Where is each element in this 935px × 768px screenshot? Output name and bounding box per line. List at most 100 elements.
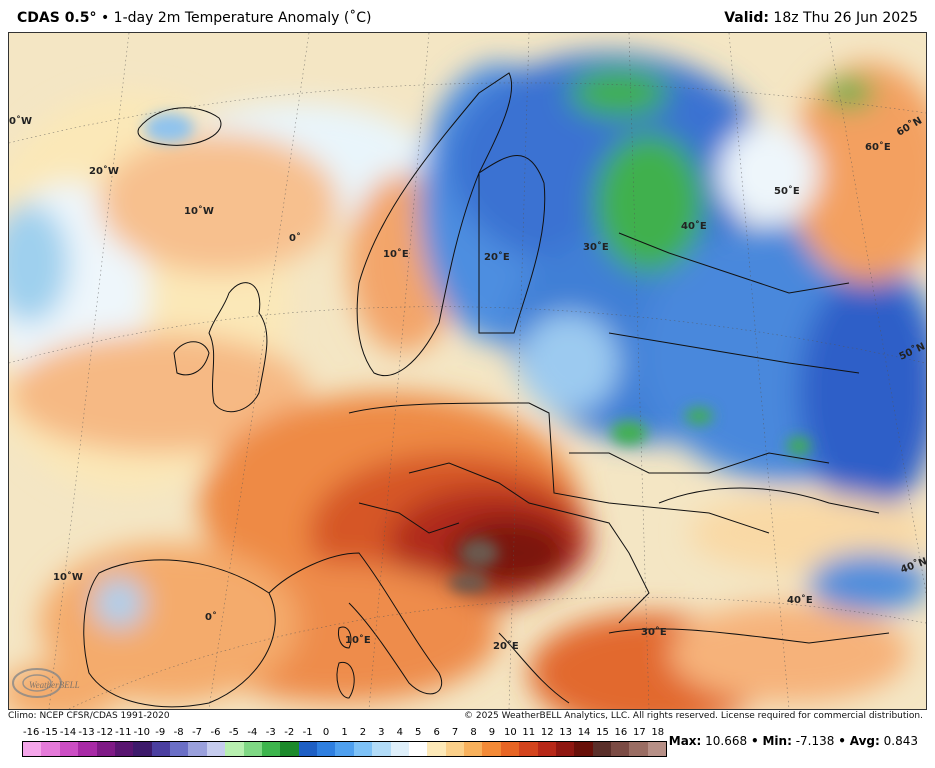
colorbar-label: -15: [41, 727, 58, 738]
valid-label: Valid:: [724, 10, 769, 26]
colorbar-swatch: [335, 742, 354, 756]
colorbar-swatch: [519, 742, 538, 756]
grid-label: 40˚E: [681, 220, 707, 232]
colorbar-swatch: [427, 742, 446, 756]
model-name: CDAS 0.5: [17, 10, 90, 26]
grid-label: 60˚E: [865, 141, 891, 153]
stats-separator: •: [838, 734, 846, 748]
grid-label: 10˚E: [345, 634, 371, 646]
colorbar-label: 18: [651, 727, 665, 738]
colorbar-label: -4: [247, 727, 258, 738]
colorbar-label: 5: [415, 727, 422, 738]
avg-label: Avg:: [849, 734, 880, 748]
colorbar-swatch: [280, 742, 299, 756]
grid-label: 0˚: [289, 232, 301, 244]
title-separator: •: [100, 10, 110, 26]
colorbar-label: -16: [23, 727, 40, 738]
degree-symbol: °: [89, 10, 97, 26]
logo-text: WeatherBELL: [29, 680, 80, 690]
colorbar-label: -5: [228, 727, 239, 738]
colorbar-swatch: [629, 742, 648, 756]
map-title: CDAS 0.5° • 1-day 2m Temperature Anomaly…: [17, 10, 372, 26]
colorbar-label: -6: [210, 727, 221, 738]
colorbar-label: 10: [503, 727, 517, 738]
grid-label: 20˚E: [493, 640, 519, 652]
grid-label: 0˚: [205, 611, 217, 623]
colorbar-label: 4: [396, 727, 403, 738]
stats-separator: •: [750, 734, 759, 748]
colorbar-label: -3: [265, 727, 276, 738]
weatherbell-logo: WeatherBELL: [12, 668, 80, 698]
valid-value: 18z Thu 26 Jun 2025: [773, 10, 918, 26]
grid-label: 40˚E: [787, 594, 813, 606]
colorbar-label: 13: [559, 727, 573, 738]
header: CDAS 0.5° • 1-day 2m Temperature Anomaly…: [0, 0, 935, 32]
colorbar-swatch: [592, 742, 611, 756]
climo-note: Climo: NCEP CFSR/CDAS 1991-2020: [8, 711, 170, 721]
max-label: Max:: [668, 734, 702, 748]
colorbar-swatch: [243, 742, 262, 756]
grid-label: 0˚W: [9, 115, 32, 127]
stats-summary: Max: 10.668 • Min: -7.138 • Avg: 0.843: [669, 734, 918, 748]
colorbar-label: -10: [133, 727, 150, 738]
grid-label: 20˚W: [89, 165, 119, 177]
min-value: -7.138: [795, 734, 835, 748]
colorbar-swatch: [408, 742, 428, 756]
colorbar-label: 12: [540, 727, 554, 738]
colorbar-label: -1: [302, 727, 313, 738]
colorbar-swatch: [611, 742, 630, 756]
colorbar-swatch: [445, 742, 464, 756]
map-canvas: 0˚W 20˚W 10˚W 0˚ 10˚E 20˚E 30˚E 40˚E 50˚…: [9, 33, 926, 709]
graticule: [9, 33, 926, 709]
colorbar-label: 15: [596, 727, 609, 738]
colorbar-swatch: [188, 742, 207, 756]
colorbar-swatch: [225, 742, 244, 756]
grid-label: 10˚W: [184, 205, 214, 217]
colorbar-label: 11: [522, 727, 536, 738]
colorbar-swatch: [133, 742, 152, 756]
colorbar-label: 9: [488, 727, 496, 738]
grid-label: 30˚E: [641, 626, 667, 638]
avg-value: 0.843: [883, 734, 918, 748]
grid-label: 10˚W: [53, 571, 83, 583]
anomaly-detail: [144, 113, 811, 593]
valid-time: Valid: 18z Thu 26 Jun 2025: [724, 10, 918, 26]
colorbar-swatches: [22, 741, 667, 757]
colorbar-label: 6: [433, 727, 440, 738]
grid-label: 50˚E: [774, 185, 800, 197]
colorbar-label: 0: [322, 727, 330, 738]
colorbar-swatch: [574, 742, 593, 756]
colorbar-swatch: [555, 742, 575, 756]
colorbar-swatch: [41, 742, 60, 756]
min-label: Min:: [762, 734, 792, 748]
colorbar-label: 8: [470, 727, 477, 738]
colorbar-label: 14: [577, 727, 591, 738]
colorbar-label: -12: [96, 727, 114, 738]
product-title: 1-day 2m Temperature Anomaly (˚C): [113, 10, 372, 26]
colorbar-label: 17: [632, 727, 646, 738]
grid-label: 20˚E: [484, 251, 510, 263]
colorbar-label: -2: [284, 727, 295, 738]
colorbar-label: -11: [115, 727, 132, 738]
colorbar-swatch: [96, 742, 115, 756]
colorbar-swatch: [298, 742, 317, 756]
colorbar-label: -8: [173, 727, 184, 738]
max-value: 10.668: [705, 734, 748, 748]
colorbar-swatch: [317, 742, 336, 756]
colorbar-swatch: [464, 742, 483, 756]
grid-label: 10˚E: [383, 248, 409, 260]
colorbar-label: -13: [78, 727, 95, 738]
colorbar-swatch: [170, 742, 189, 756]
anomaly-map: 0˚W 20˚W 10˚W 0˚ 10˚E 20˚E 30˚E 40˚E 50˚…: [8, 32, 927, 710]
colorbar-label: -7: [192, 727, 203, 738]
colorbar-label: -9: [155, 727, 166, 738]
colorbar-swatch: [353, 742, 373, 756]
copyright-note: © 2025 WeatherBELL Analytics, LLC. All r…: [464, 711, 923, 721]
anomaly-field: [9, 53, 926, 709]
colorbar-swatch: [537, 742, 556, 756]
colorbar-swatch: [500, 742, 520, 756]
colorbar-labels: -16 -15 -14 -13 -12 -11 -10 -9 -8 -7 -6 -5 -4 -3 -2 -1 0…: [22, 727, 667, 740]
colorbar-swatch: [261, 742, 281, 756]
colorbar-label: 7: [451, 727, 459, 738]
colorbar-swatch: [206, 742, 226, 756]
